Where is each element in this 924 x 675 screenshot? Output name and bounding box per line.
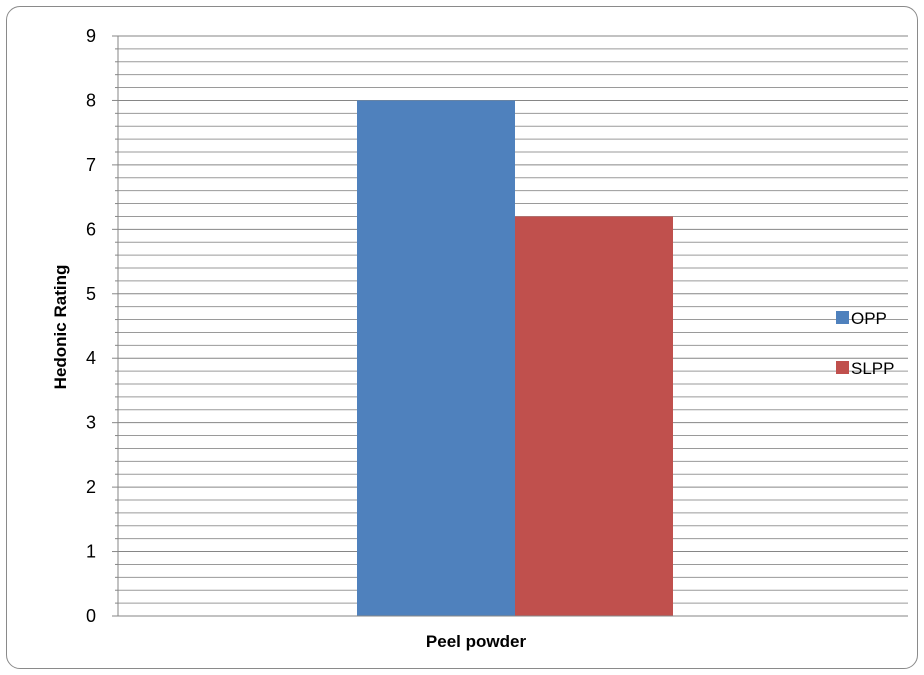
y-tick-label: 8	[86, 90, 96, 110]
y-tick-labels: 0 1 2 3 4 5 6 7 8 9	[86, 26, 96, 626]
y-tick-label: 5	[86, 284, 96, 304]
bar-slpp	[515, 216, 673, 616]
y-tick-label: 9	[86, 26, 96, 46]
legend-swatch-slpp	[836, 361, 849, 374]
legend-label-slpp: SLPP	[851, 359, 894, 378]
legend-label-opp: OPP	[851, 309, 887, 328]
x-axis-title: Peel powder	[426, 632, 527, 651]
y-tick-label: 3	[86, 413, 96, 433]
legend: OPP SLPP	[836, 309, 894, 378]
y-tick-label: 6	[86, 219, 96, 239]
y-tick-label: 4	[86, 348, 96, 368]
y-tick-label: 2	[86, 477, 96, 497]
y-axis-title: Hedonic Rating	[51, 265, 70, 390]
y-tick-label: 7	[86, 155, 96, 175]
y-tick-label: 1	[86, 542, 96, 562]
legend-swatch-opp	[836, 311, 849, 324]
bar-opp	[357, 100, 515, 616]
y-tick-label: 0	[86, 606, 96, 626]
bars	[357, 100, 673, 616]
